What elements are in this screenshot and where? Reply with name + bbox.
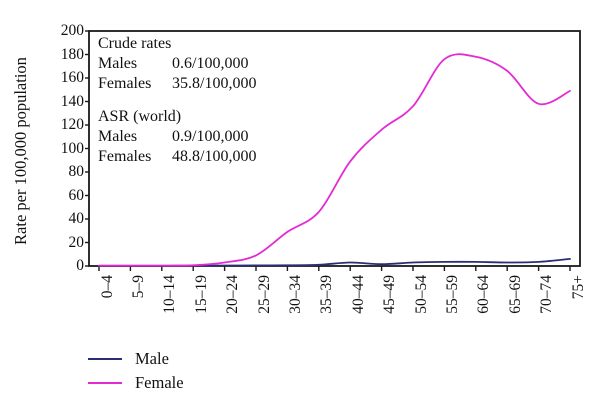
asr-females-row: Females 48.8/100,000	[98, 147, 256, 167]
x-tick-label: 0–4	[98, 275, 116, 299]
x-tick-label: 55–59	[443, 275, 461, 314]
y-axis-title: Rate per 100,000 population	[11, 57, 30, 245]
x-tick-label: 25–29	[255, 275, 273, 314]
crude-rates-title: Crude rates	[98, 35, 172, 52]
y-tick-label: 140	[60, 92, 84, 110]
female-line-swatch	[88, 382, 122, 384]
x-tick-label: 35–39	[318, 275, 336, 314]
x-tick-label: 5–9	[129, 275, 147, 299]
rates-annotation: Crude rates Males 0.6/100,000 Females 35…	[98, 34, 256, 167]
crude-females-row: Females 35.8/100,000	[98, 74, 256, 94]
y-tick-label: 200	[60, 22, 84, 39]
legend-item-female: Female	[88, 371, 184, 395]
x-tick-label: 10–14	[161, 275, 179, 314]
asr-title: ASR (world)	[98, 108, 182, 125]
y-tick-label: 60	[68, 186, 85, 204]
asr-males-row: Males 0.9/100,000	[98, 127, 256, 147]
crude-females-value: 35.8/100,000	[172, 75, 257, 92]
x-tick-label: 60–64	[475, 275, 493, 314]
legend-label-male: Male	[135, 349, 169, 368]
y-tick-label: 20	[68, 233, 85, 251]
y-tick-label: 180	[60, 45, 84, 63]
y-tick-label: 40	[68, 210, 85, 227]
y-tick-label: 100	[60, 139, 84, 157]
x-tick-label: 75+	[569, 275, 587, 300]
x-tick-label: 70–74	[538, 275, 556, 314]
crude-females-label: Females	[98, 75, 152, 92]
y-tick-label: 80	[68, 163, 85, 180]
plot-area	[85, 30, 581, 271]
x-tick-label: 15–19	[192, 275, 210, 314]
female-line	[98, 53, 571, 267]
y-tick-label: 120	[60, 116, 84, 133]
y-tick-label: 160	[60, 69, 84, 86]
asr-females-value: 48.8/100,000	[172, 148, 257, 165]
legend-item-male: Male	[88, 347, 184, 371]
asr-males-value: 0.9/100,000	[172, 128, 249, 145]
x-tick-label: 65–69	[506, 275, 524, 314]
legend-label-female: Female	[135, 373, 184, 392]
legend: Male Female	[88, 347, 184, 395]
crude-males-row: Males 0.6/100,000	[98, 54, 256, 74]
x-tick-label: 45–49	[381, 275, 399, 314]
crude-males-value: 0.6/100,000	[172, 55, 249, 72]
asr-females-label: Females	[98, 148, 152, 165]
crude-males-label: Males	[98, 55, 138, 72]
x-tick-label: 30–34	[286, 275, 304, 314]
asr-males-label: Males	[98, 128, 138, 145]
x-tick-label: 20–24	[224, 275, 242, 314]
male-line-swatch	[88, 358, 122, 360]
x-tick-label: 40–44	[349, 275, 367, 314]
y-tick-label: 0	[76, 257, 84, 274]
x-tick-label: 50–54	[412, 275, 430, 314]
